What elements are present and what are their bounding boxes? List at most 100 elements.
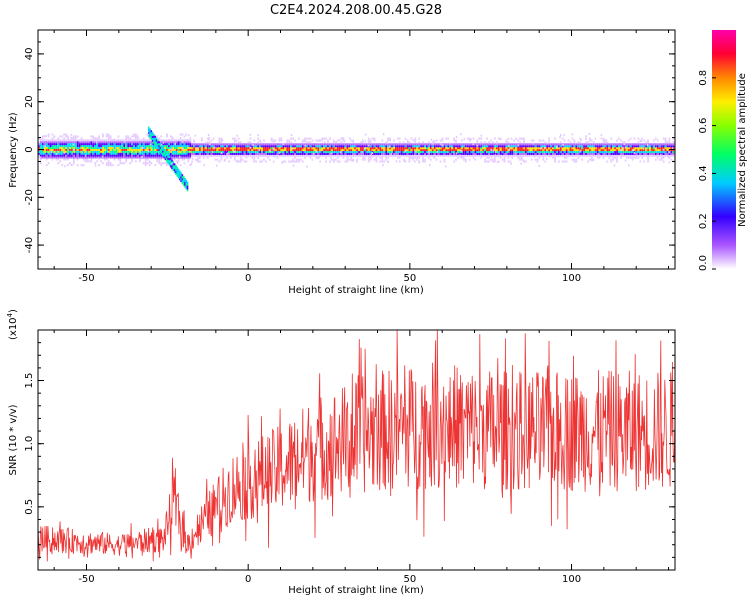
heatmap-cell <box>142 154 145 157</box>
heatmap-cell <box>581 150 584 154</box>
heatmap-cell <box>325 145 327 148</box>
heatmap-cell <box>61 164 64 167</box>
heatmap-streak-cell <box>163 148 166 151</box>
heatmap-cell <box>292 158 294 161</box>
heatmap-cell <box>94 154 97 157</box>
heatmap-cell <box>264 147 267 150</box>
heatmap-cell <box>177 158 180 161</box>
heatmap-cell <box>51 150 54 153</box>
heatmap-cell <box>643 152 646 155</box>
heatmap-cell <box>614 145 617 148</box>
heatmap-cell <box>645 147 648 150</box>
heatmap-cell <box>449 147 452 150</box>
heatmap-cell <box>592 147 595 150</box>
heatmap-cell <box>241 152 244 155</box>
heatmap-cell <box>218 150 221 154</box>
heatmap-cell <box>356 158 358 161</box>
heatmap-cell <box>596 156 599 159</box>
heatmap-cell <box>303 137 306 140</box>
heatmap-cell <box>561 149 564 152</box>
heatmap-cell <box>179 154 182 157</box>
heatmap-cell <box>563 150 566 154</box>
heatmap-cell <box>80 146 83 149</box>
heatmap-cell <box>208 149 211 152</box>
heatmap-cell <box>297 154 300 157</box>
heatmap-cell <box>171 156 174 159</box>
heatmap-streak-cell <box>168 155 171 158</box>
heatmap-streak-cell <box>153 135 155 138</box>
heatmap-streak-cell <box>171 165 173 168</box>
heatmap-cell <box>610 158 613 161</box>
heatmap-cell <box>608 150 611 154</box>
heatmap-cell <box>472 152 475 155</box>
heatmap-cell <box>596 150 599 154</box>
heatmap-cell <box>131 156 133 159</box>
heatmap-cell <box>59 154 62 157</box>
heatmap-cell <box>181 148 184 151</box>
heatmap-cell <box>148 154 151 157</box>
heatmap-cell <box>526 150 529 154</box>
heatmap-cell <box>519 158 521 161</box>
heatmap-cell <box>123 144 126 148</box>
heatmap-cell <box>294 156 296 159</box>
heatmap-cell <box>414 149 417 152</box>
heatmap-cell <box>216 147 219 150</box>
heatmap-cell <box>356 160 358 163</box>
heatmap-cell <box>243 147 246 150</box>
heatmap-cell <box>472 145 475 148</box>
heatmap-cell <box>76 146 79 149</box>
heatmap-cell <box>268 149 271 152</box>
heatmap-cell <box>422 152 424 155</box>
heatmap-cell <box>80 152 83 155</box>
heatmap-cell <box>486 143 488 146</box>
heatmap-cell <box>664 150 667 154</box>
heatmap-cell <box>237 150 240 154</box>
heatmap-cell <box>358 149 360 152</box>
heatmap-cell <box>224 158 227 161</box>
heatmap-cell <box>249 141 252 144</box>
heatmap-cell <box>416 150 419 154</box>
heatmap-speckle <box>539 147 542 150</box>
heatmap-cell <box>478 150 481 154</box>
heatmap-cell <box>138 156 141 159</box>
heatmap-cell <box>179 141 182 144</box>
heatmap-cell <box>185 144 188 148</box>
heatmap-cell <box>400 143 403 146</box>
heatmap-cell <box>199 147 201 150</box>
heatmap-cell <box>181 152 184 155</box>
heatmap-speckle <box>249 146 252 149</box>
heatmap-speckle <box>149 143 152 146</box>
heatmap-cell <box>633 150 636 154</box>
heatmap-cell <box>383 160 386 163</box>
heatmap-streak-cell <box>166 152 168 155</box>
heatmap-cell <box>226 145 228 148</box>
heatmap-cell <box>100 150 102 153</box>
heatmap-cell <box>338 143 341 146</box>
heatmap-cell <box>356 150 358 154</box>
heatmap-cell <box>573 158 576 161</box>
heatmap-cell <box>358 145 360 148</box>
heatmap-cell <box>509 143 512 146</box>
heatmap-cell <box>503 147 506 150</box>
heatmap-cell <box>218 154 221 157</box>
heatmap-cell <box>474 154 477 157</box>
heatmap-cell <box>466 145 469 148</box>
heatmap-cell <box>647 147 649 150</box>
heatmap-cell <box>90 143 93 146</box>
heatmap-cell <box>109 135 112 138</box>
heatmap-cell <box>490 152 492 155</box>
heatmap-cell <box>152 146 155 149</box>
heatmap-cell <box>150 152 153 155</box>
heatmap-cell <box>220 141 223 144</box>
heatmap-cell <box>138 160 141 163</box>
heatmap-cell <box>468 152 471 155</box>
heatmap-cell <box>311 139 314 142</box>
heatmap-cell <box>513 149 516 152</box>
heatmap-cell <box>74 148 77 151</box>
heatmap-cell <box>80 139 83 142</box>
heatmap-cell <box>237 137 240 140</box>
heatmap-cell <box>113 144 116 148</box>
heatmap-cell <box>375 145 378 148</box>
heatmap-cell <box>542 150 545 154</box>
heatmap-cell <box>559 141 562 144</box>
